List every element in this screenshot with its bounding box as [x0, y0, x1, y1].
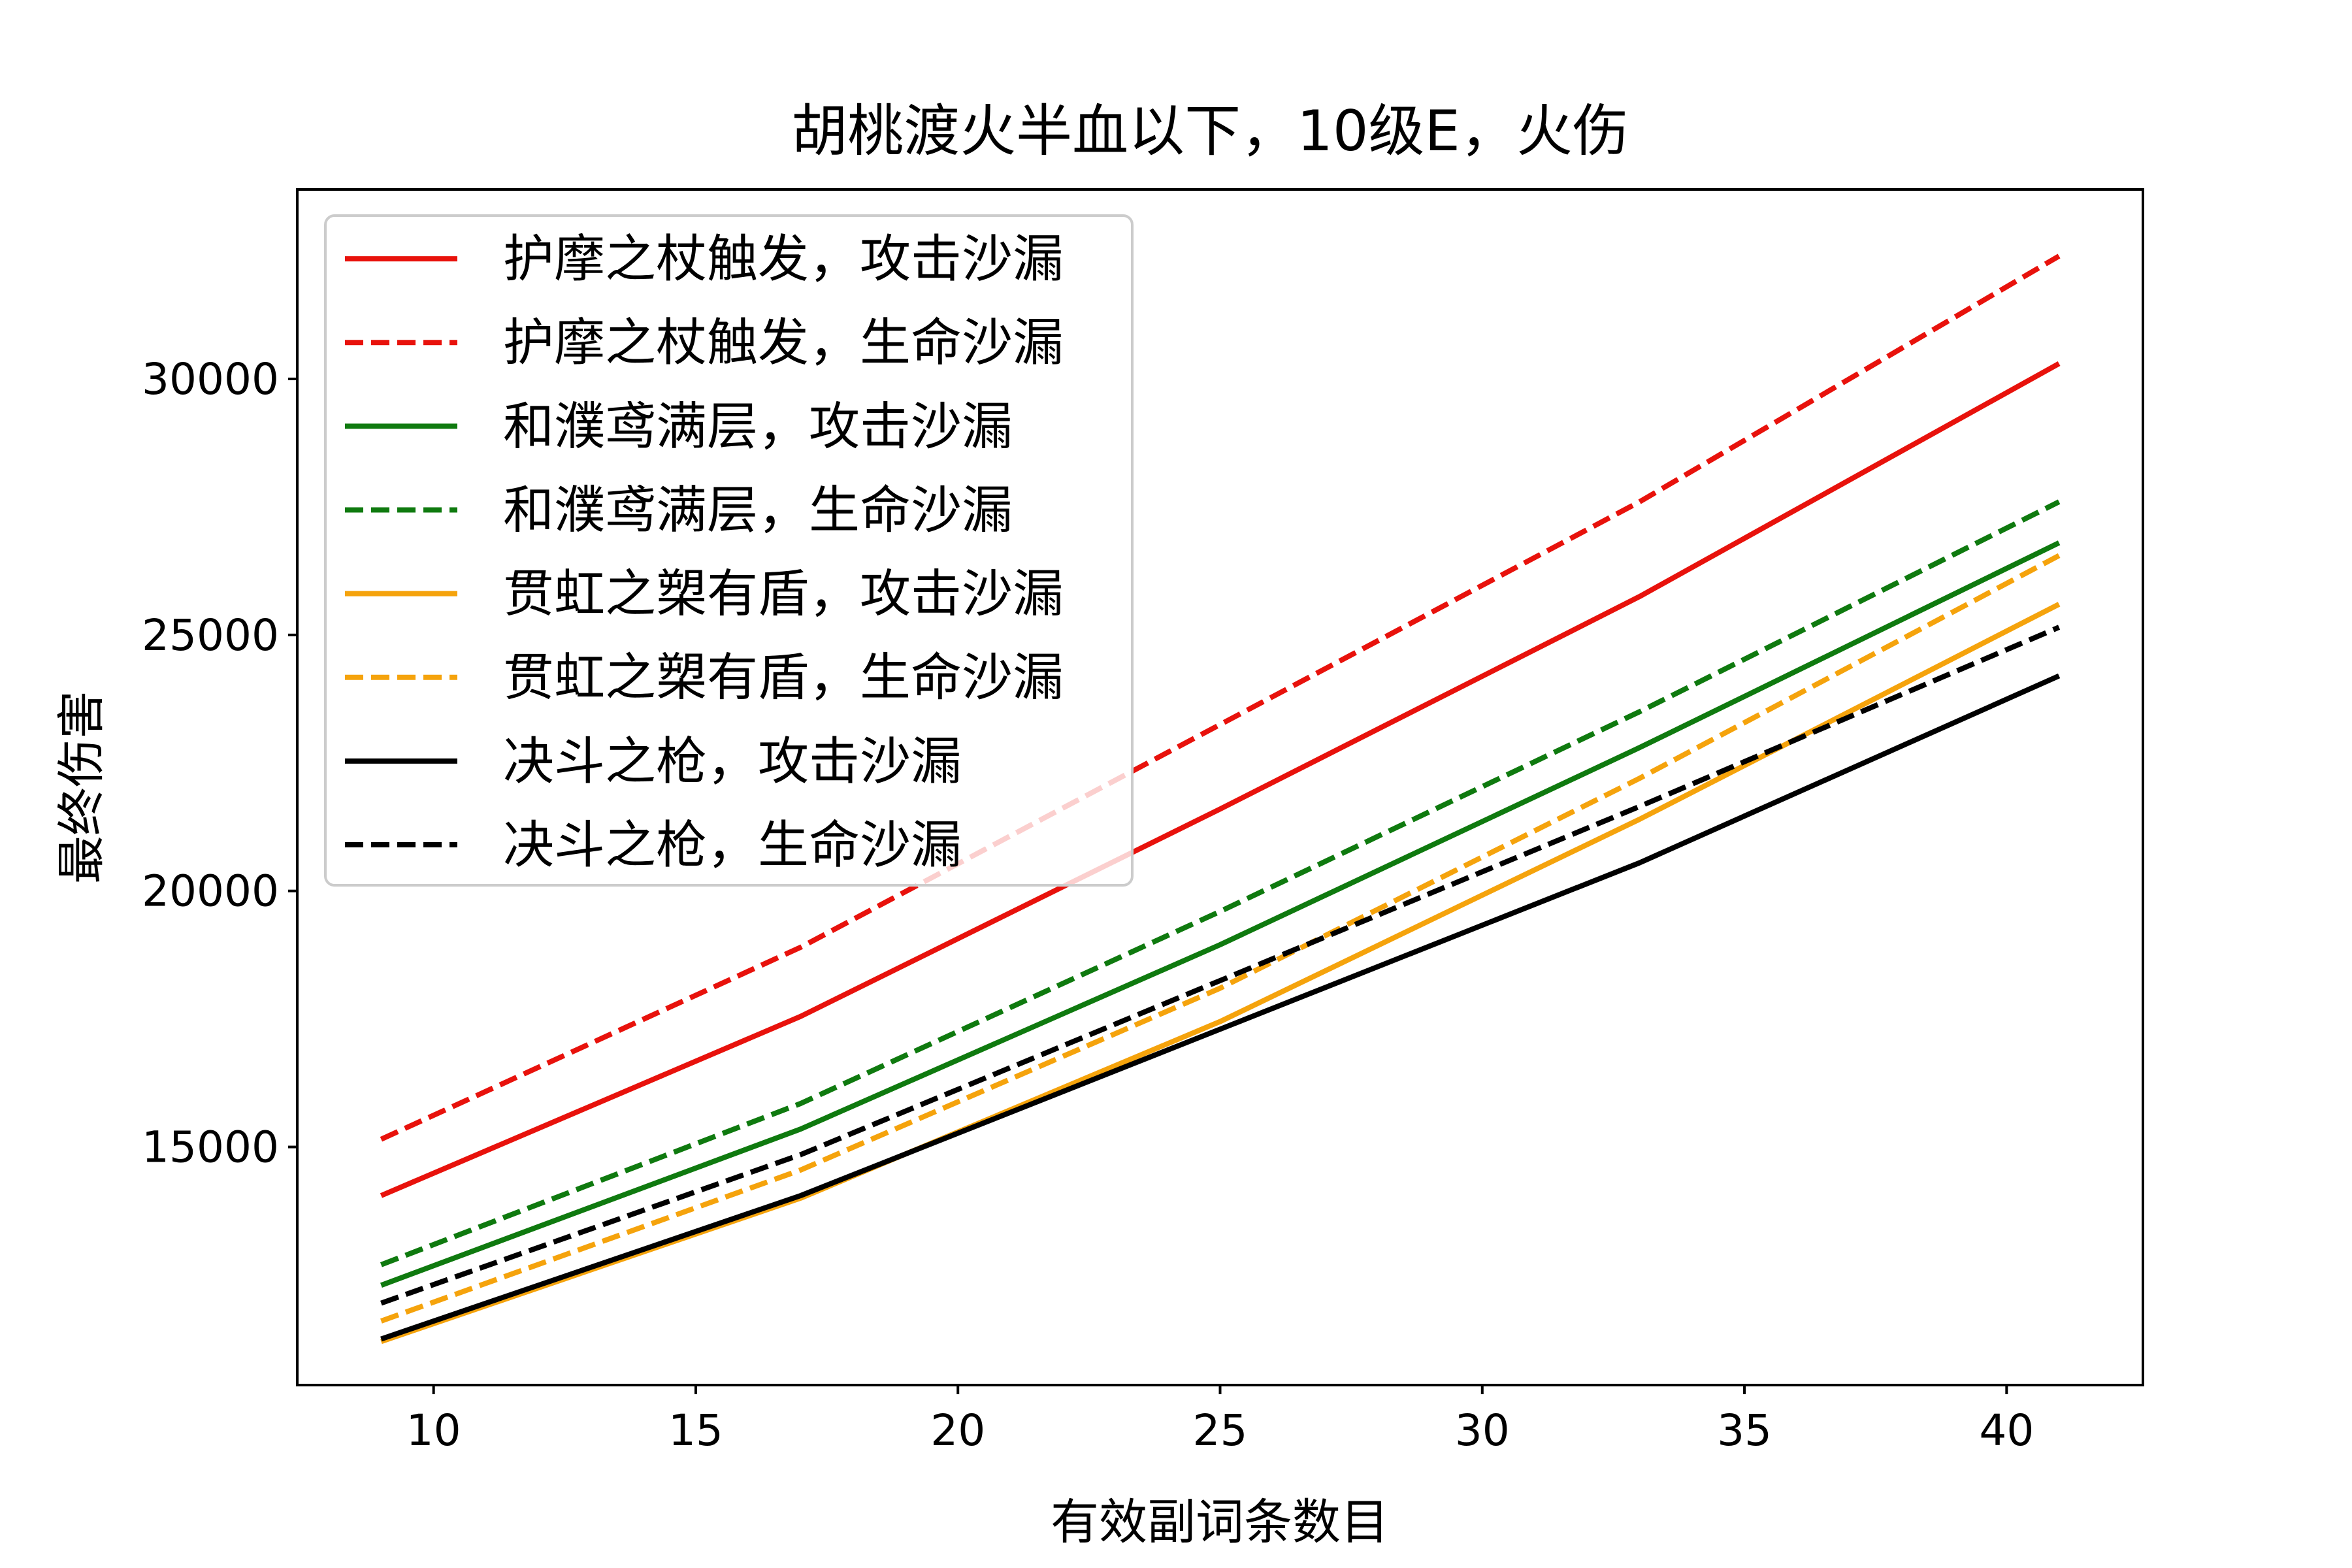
y-tick-label: 20000: [142, 866, 279, 917]
x-axis: 10 15 20 25 30 35 40: [406, 1385, 2034, 1456]
series-line-4-和濮鸢满层-生命沙漏: [380, 499, 2061, 1267]
series-line-6-贯虹之槊有盾-生命沙漏: [380, 553, 2061, 1324]
legend-label-7: 决斗之枪，攻击沙漏: [503, 732, 962, 791]
legend-frame: [324, 214, 1134, 887]
y-tick-label: 25000: [142, 610, 279, 661]
legend: 护摩之杖触发，攻击沙漏护摩之杖触发，生命沙漏和濮鸢满层，攻击沙漏和濮鸢满层，生命…: [324, 214, 1134, 887]
series-line-2-护摩之杖触发-生命沙漏: [380, 253, 2061, 1142]
y-tick-label: 30000: [142, 354, 279, 404]
x-tick-label: 10: [406, 1405, 461, 1456]
x-tick-label: 40: [1979, 1405, 2034, 1456]
y-axis: 15000 20000 25000 30000: [142, 354, 297, 1173]
legend-label-4: 和濮鸢满层，生命沙漏: [503, 481, 1013, 540]
chart-title: 胡桃渡火半血以下，10级E，火伤: [791, 99, 1629, 164]
legend-label-5: 贯虹之槊有盾，攻击沙漏: [503, 565, 1064, 624]
series-line-1-护摩之杖触发-攻击沙漏: [380, 361, 2061, 1198]
series-line-7-决斗之枪-攻击沙漏: [380, 673, 2061, 1342]
plot-area: [380, 253, 2061, 1345]
x-tick-label: 20: [930, 1405, 985, 1456]
y-tick-label: 15000: [142, 1122, 279, 1173]
x-tick-label: 25: [1193, 1405, 1248, 1456]
legend-label-2: 护摩之杖触发，生命沙漏: [503, 314, 1064, 372]
legend-label-6: 贯虹之槊有盾，生命沙漏: [503, 649, 1064, 708]
x-tick-label: 30: [1455, 1405, 1510, 1456]
legend-label-8: 决斗之枪，生命沙漏: [503, 816, 962, 875]
series-line-3-和濮鸢满层-攻击沙漏: [380, 540, 2061, 1288]
x-axis-label: 有效副词条数目: [1051, 1494, 1389, 1550]
y-axis-label: 最终伤害: [54, 691, 110, 884]
x-tick-label: 15: [668, 1405, 723, 1456]
legend-label-3: 和濮鸢满层，攻击沙漏: [503, 397, 1013, 456]
series-line-8-决斗之枪-生命沙漏: [380, 625, 2061, 1306]
legend-label-1: 护摩之杖触发，攻击沙漏: [503, 230, 1064, 289]
x-tick-label: 35: [1717, 1405, 1772, 1456]
